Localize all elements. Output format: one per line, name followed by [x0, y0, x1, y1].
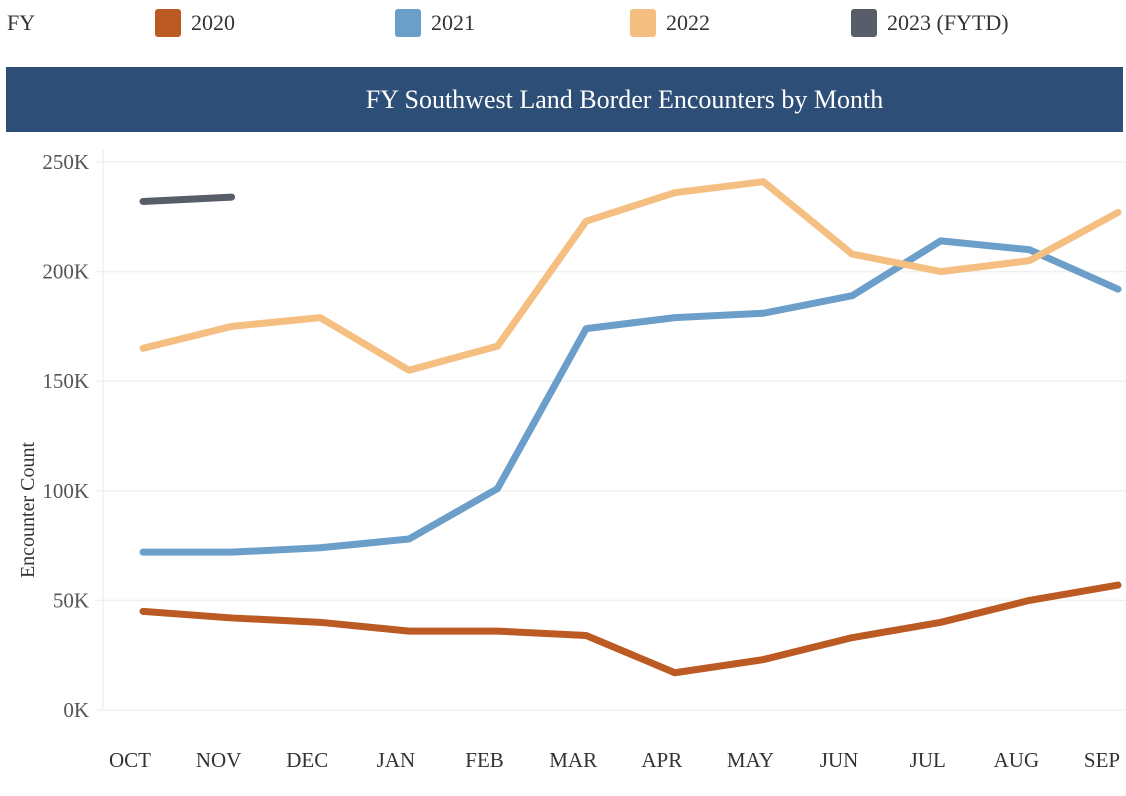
legend-swatch-2021: [395, 9, 421, 37]
y-tick-label: 50K: [53, 588, 89, 612]
legend-swatch-2022: [630, 9, 656, 37]
legend-label: 2023 (FYTD): [887, 10, 1009, 35]
chart-title-bar: FY Southwest Land Border Encounters by M…: [6, 67, 1123, 132]
x-tick-label: MAY: [727, 748, 774, 772]
series-line-2020: [139, 581, 1122, 677]
series-line-2023: [139, 193, 236, 205]
x-tick-label: NOV: [196, 748, 242, 772]
legend: FY 2020 2021 2022 2023 (FYTD): [0, 0, 1126, 48]
x-axis-ticks: OCT NOV DEC JAN FEB MAR APR MAY JUN JUL AUG SEP: [109, 748, 1120, 772]
series-line-2021: [139, 237, 1122, 556]
x-tick-label: JAN: [377, 748, 416, 772]
y-axis-ticks: 0K 50K 100K 150K 200K 250K: [42, 150, 89, 722]
legend-title: FY: [7, 10, 36, 35]
legend-swatch-2023: [851, 9, 877, 37]
y-tick-label: 250K: [42, 150, 89, 174]
x-tick-label: MAR: [549, 748, 597, 772]
legend-label: 2022: [666, 10, 710, 35]
gridlines: [95, 150, 1126, 711]
series-lines: [139, 178, 1122, 677]
legend-label: 2020: [191, 10, 235, 35]
legend-item-2023[interactable]: 2023 (FYTD): [851, 9, 1009, 37]
x-tick-label: JUL: [910, 748, 946, 772]
series-line-2022: [139, 178, 1122, 374]
y-axis-label: Encounter Count: [17, 442, 39, 579]
y-tick-label: 150K: [42, 369, 89, 393]
x-tick-label: AUG: [994, 748, 1040, 772]
legend-swatch-2020: [155, 9, 181, 37]
legend-item-2021[interactable]: 2021: [395, 9, 475, 37]
chart-title: FY Southwest Land Border Encounters by M…: [365, 84, 884, 114]
legend-item-2022[interactable]: 2022: [630, 9, 710, 37]
x-tick-label: FEB: [465, 748, 504, 772]
line-chart: 0K 50K 100K 150K 200K 250K OCT NOV DEC JAN FEB MAR…: [17, 150, 1126, 772]
x-tick-label: SEP: [1084, 748, 1120, 772]
x-tick-label: OCT: [109, 748, 151, 772]
y-tick-label: 100K: [42, 479, 89, 503]
legend-label: 2021: [431, 10, 475, 35]
x-tick-label: APR: [641, 748, 682, 772]
y-tick-label: 0K: [63, 698, 89, 722]
legend-item-2020[interactable]: 2020: [155, 9, 235, 37]
y-tick-label: 200K: [42, 260, 89, 284]
x-tick-label: JUN: [820, 748, 859, 772]
x-tick-label: DEC: [286, 748, 328, 772]
